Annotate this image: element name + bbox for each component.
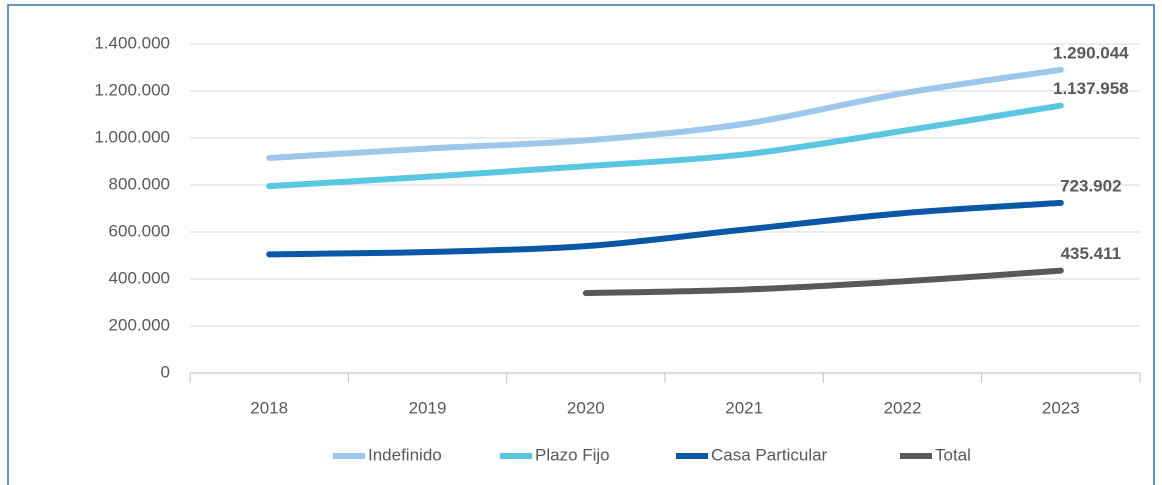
line bbox=[582, 267, 1064, 297]
line bbox=[266, 102, 1064, 190]
line bbox=[266, 66, 1064, 161]
value-label: 435.411 bbox=[1061, 244, 1122, 263]
y-tick-label: 0 bbox=[161, 362, 170, 381]
x-tick-label: 2018 bbox=[250, 398, 288, 417]
legend-label: Total bbox=[935, 445, 971, 464]
x-tick-label: 2022 bbox=[884, 398, 922, 417]
legend-label: Casa Particular bbox=[711, 445, 828, 464]
x-tick-label: 2019 bbox=[409, 398, 447, 417]
legend-label: Indefinido bbox=[368, 445, 442, 464]
x-tick-label: 2020 bbox=[567, 398, 605, 417]
x-tick-label: 2021 bbox=[725, 398, 763, 417]
y-tick-label: 800.000 bbox=[109, 174, 170, 193]
y-tick-label: 1.200.000 bbox=[94, 80, 170, 99]
line bbox=[266, 199, 1064, 258]
frame bbox=[7, 4, 1155, 485]
y-tick-label: 400.000 bbox=[109, 268, 170, 287]
legend-label: Plazo Fijo bbox=[535, 445, 610, 464]
x-tick-label: 2023 bbox=[1042, 398, 1080, 417]
y-tick-label: 1.400.000 bbox=[94, 33, 170, 52]
y-tick-label: 1.000.000 bbox=[94, 127, 170, 146]
value-label: 723.902 bbox=[1060, 176, 1121, 195]
y-tick-label: 600.000 bbox=[109, 221, 170, 240]
value-label: 1.290.044 bbox=[1053, 43, 1129, 62]
value-label: 1.137.958 bbox=[1053, 79, 1129, 98]
y-tick-label: 200.000 bbox=[109, 315, 170, 334]
